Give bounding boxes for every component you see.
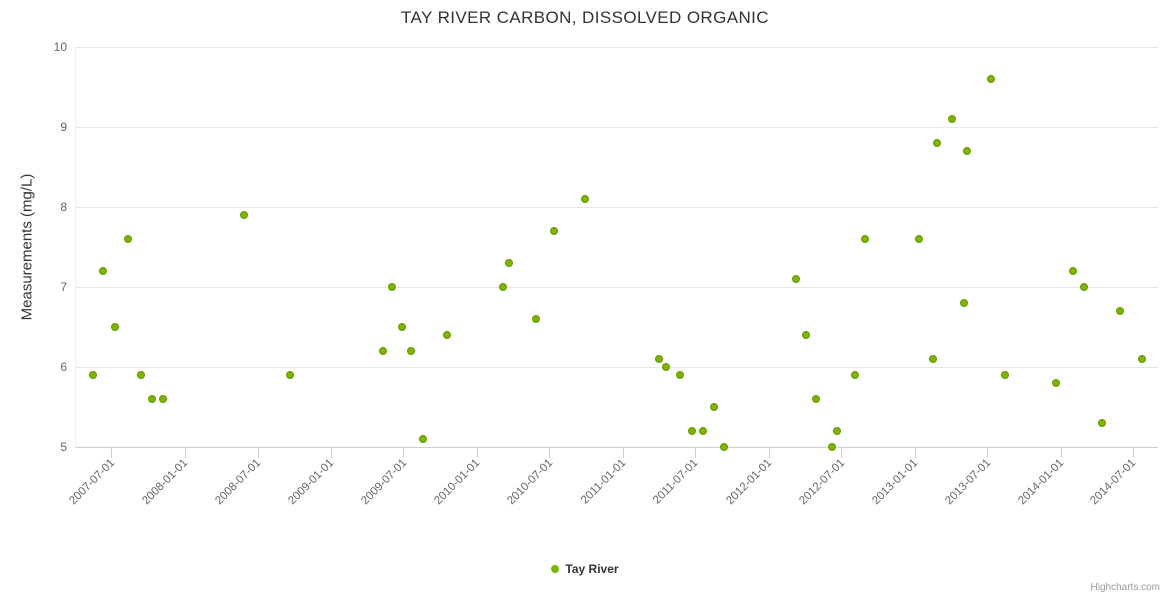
x-axis-tick-label: 2010-07-01 [504,457,555,508]
legend-series-label[interactable]: Tay River [565,562,619,576]
data-point[interactable] [1068,267,1077,275]
y-gridline [75,207,1158,208]
x-axis-tick-label: 2012-01-01 [724,457,775,508]
x-axis-tick [549,448,551,458]
data-point[interactable] [699,427,708,435]
x-axis-tick-label: 2011-07-01 [651,457,701,507]
y-axis-tick-label: 10 [53,40,67,54]
data-point[interactable] [861,235,870,243]
x-axis-tick-label: 2012-07-01 [796,457,847,508]
x-axis-tick [1060,448,1062,458]
data-point[interactable] [833,427,842,435]
data-point[interactable] [88,371,97,379]
x-axis-tick [987,448,989,458]
x-axis-tick-label: 2010-01-01 [432,457,483,508]
data-point[interactable] [499,283,507,291]
data-point[interactable] [963,147,972,155]
x-axis-tick [841,448,843,458]
x-axis-tick-label: 2008-01-01 [140,457,191,508]
y-gridline [75,47,1158,48]
data-point[interactable] [1098,419,1107,427]
x-axis-tick [403,448,405,458]
data-point[interactable] [959,299,968,307]
data-point[interactable] [932,139,941,147]
data-point[interactable] [1080,283,1089,291]
data-point[interactable] [1115,307,1124,315]
data-point[interactable] [504,259,513,267]
x-axis-tick-label: 2009-07-01 [358,457,409,508]
data-point[interactable] [828,443,837,451]
data-point[interactable] [947,115,956,123]
x-axis-tick [915,448,917,458]
data-point[interactable] [929,355,937,363]
x-axis-tick [257,448,259,458]
data-point[interactable] [418,435,427,443]
y-axis-tick-label: 9 [60,120,67,134]
data-point[interactable] [915,235,924,243]
data-point[interactable] [688,427,697,435]
y-axis-tick-label: 5 [60,440,67,454]
data-point[interactable] [549,227,558,235]
data-point[interactable] [654,355,663,363]
y-axis-tick-label: 6 [60,360,67,374]
x-axis-tick-label: 2011-01-01 [578,457,629,507]
x-axis-tick [331,448,333,458]
data-point[interactable] [801,331,810,339]
data-point[interactable] [986,75,995,83]
data-point[interactable] [136,371,145,379]
data-point[interactable] [531,315,540,323]
data-point[interactable] [1052,379,1061,387]
data-point[interactable] [443,331,452,339]
data-point[interactable] [286,371,294,379]
x-axis-tick [1133,448,1135,458]
data-point[interactable] [850,371,859,379]
data-point[interactable] [110,323,119,331]
data-point[interactable] [398,323,407,331]
data-point[interactable] [1137,355,1146,363]
y-gridline [75,127,1158,128]
data-point[interactable] [240,211,249,219]
data-point[interactable] [147,395,156,403]
x-axis-tick [768,448,770,458]
data-point[interactable] [124,235,133,243]
x-axis-tick-label: 2013-07-01 [942,457,993,508]
data-point[interactable] [661,363,670,371]
chart-title: TAY RIVER CARBON, DISSOLVED ORGANIC [401,8,769,27]
x-axis-tick [695,448,697,458]
data-point[interactable] [407,347,416,355]
data-point[interactable] [98,267,107,275]
x-axis-tick-label: 2009-01-01 [286,457,337,508]
y-gridline [75,287,1158,288]
x-axis-tick [622,448,624,458]
x-axis-tick-label: 2007-07-01 [66,457,117,508]
data-point[interactable] [720,443,729,451]
legend[interactable]: Tay River [0,562,1170,576]
x-axis-tick [184,448,186,458]
y-axis-title: Measurements (mg/L) [18,173,36,321]
x-axis-tick-label: 2013-01-01 [870,457,921,508]
data-point[interactable] [580,195,589,203]
y-axis-line [75,47,76,447]
data-point[interactable] [158,395,167,403]
x-axis-tick-label: 2008-07-01 [213,457,264,508]
y-gridline [75,367,1158,368]
y-axis-tick-label: 7 [60,280,67,294]
y-axis-tick-label: 8 [60,200,67,214]
x-axis-tick-label: 2014-07-01 [1088,457,1139,508]
data-point[interactable] [378,347,387,355]
x-axis-line [75,447,1158,448]
data-point[interactable] [811,395,820,403]
data-point[interactable] [387,283,396,291]
data-point[interactable] [676,371,685,379]
x-axis-tick-label: 2014-01-01 [1016,457,1067,508]
data-point[interactable] [792,275,801,283]
data-point[interactable] [1001,371,1010,379]
credits-link[interactable]: Highcharts.com [1090,582,1160,593]
legend-marker-icon [551,565,560,573]
x-axis-tick [111,448,113,458]
data-point[interactable] [710,403,719,411]
x-axis-tick [477,448,479,458]
